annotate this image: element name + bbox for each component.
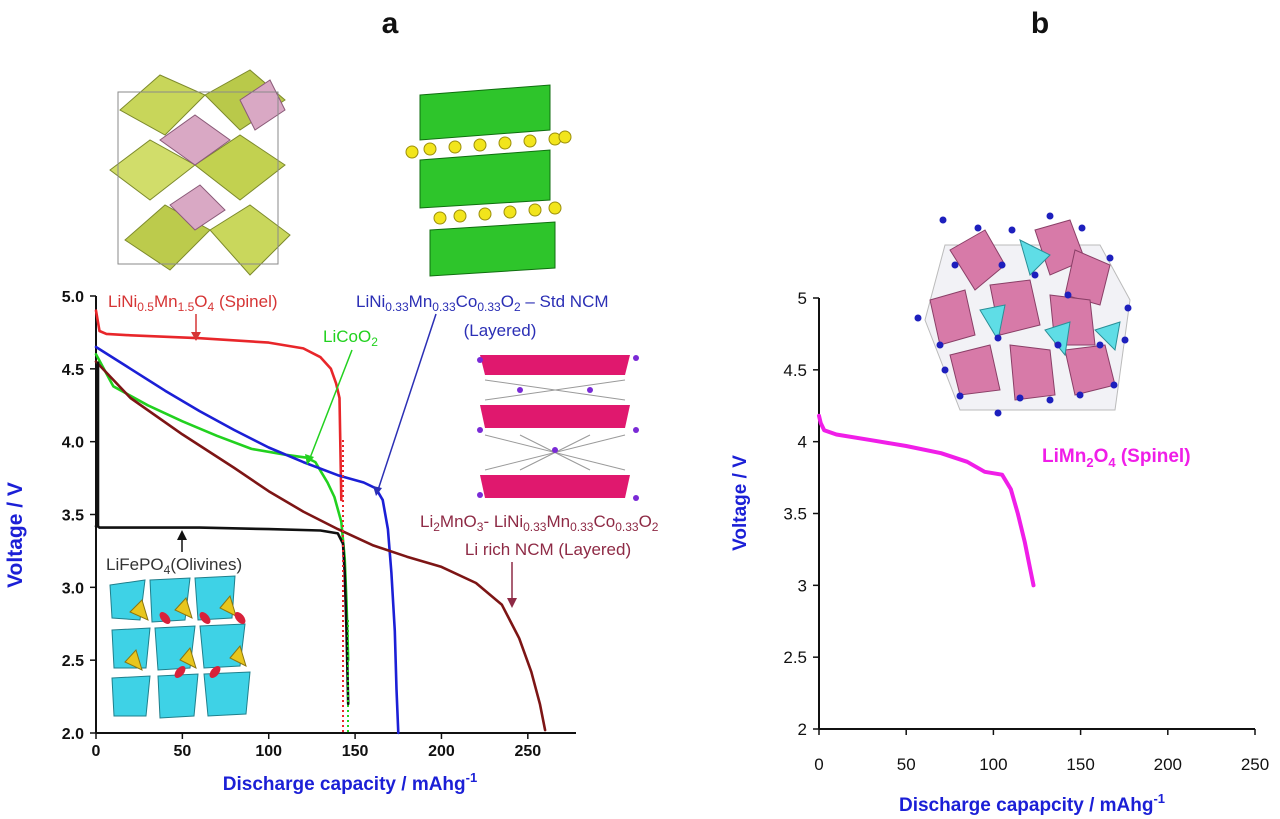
x-tick-label: 250	[1241, 755, 1269, 774]
series-line-lifepo4-olivines	[94, 524, 350, 706]
y-tick-label: 3.5	[783, 505, 807, 524]
spinel-structure-illustration	[103, 64, 295, 286]
y-tick-label: 4.0	[62, 435, 84, 452]
panel-a: a	[4, 7, 659, 795]
x-tick-label: 200	[1154, 755, 1182, 774]
lmo-spinel-structure-illustration	[914, 212, 1132, 417]
y-tick-label: 5	[798, 289, 807, 308]
y-tick-label: 4.5	[62, 362, 84, 379]
x-tick-label: 100	[979, 755, 1007, 774]
x-tick-label: 150	[1066, 755, 1094, 774]
y-tick-label: 4	[798, 433, 807, 452]
x-tick-label: 50	[173, 743, 191, 760]
y-tick-label: 3	[798, 576, 807, 595]
x-axis-title-b: Discharge capapcity / mAhg-1	[899, 791, 1165, 816]
li-rich-ncm-structure-illustration	[475, 350, 639, 501]
y-tick-label: 3.0	[62, 580, 84, 597]
x-tick-label: 0	[92, 743, 101, 760]
y-tick-label: 5.0	[62, 289, 84, 306]
axes-a: 0 50 100 150 200 250 2.0 2.5 3.0 3.5 4.0 4.5 5.0	[62, 289, 576, 760]
x-tick-label: 100	[255, 743, 282, 760]
x-tick-label: 50	[897, 755, 916, 774]
panel-label-b: b	[1031, 7, 1049, 40]
label-spinel: LiNi0.5Mn1.5O4 (Spinel)	[108, 292, 278, 314]
x-tick-label: 200	[428, 743, 455, 760]
label-li-rich-line2: Li rich NCM (Layered)	[465, 540, 631, 559]
label-ncm-line2: (Layered)	[464, 321, 537, 340]
x-tick-label: 150	[342, 743, 369, 760]
x-ticks-a: 0 50 100 150 200 250	[92, 733, 541, 760]
label-li-rich: Li2MnO3- LiNi0.33Mn0.33Co0.33O2	[420, 512, 659, 534]
layered-ncm-structure-illustration	[405, 84, 572, 277]
y-ticks-b: 2 2.5 3 3.5 4 4.5 5	[783, 289, 819, 739]
panel-label-a: a	[382, 7, 399, 40]
y-tick-label: 2.5	[62, 653, 84, 670]
olivine-structure-illustration	[108, 575, 260, 720]
y-tick-label: 2	[798, 720, 807, 739]
series-line-li2mno3-lini0-33mn0-33co0-33o2-li-rich-ncm-layered	[94, 360, 547, 732]
series-line-lini0-5mn1-5o4-spinel	[94, 309, 343, 502]
panel-b: b	[730, 7, 1269, 816]
arrow-lco	[309, 349, 353, 459]
y-ticks-a: 2.0 2.5 3.0 3.5 4.0 4.5 5.0	[62, 289, 96, 743]
y-tick-label: 3.5	[62, 508, 84, 525]
x-axis-title-a: Discharge capacity / mAhg-1	[223, 770, 477, 795]
x-tick-label: 250	[514, 743, 541, 760]
label-lfp: LiFePO4(Olivines)	[106, 555, 242, 577]
series-line-limn2o4-spinel	[817, 413, 1036, 588]
y-tick-label: 4.5	[783, 361, 807, 380]
dotted-guides-a	[342, 440, 349, 733]
axes-b: 0 50 100 150 200 250 2 2.5 3 3.5 4 4.5 5	[783, 289, 1269, 774]
y-tick-label: 2.5	[783, 648, 807, 667]
y-axis-title-b: Voltage / V	[730, 455, 751, 551]
x-ticks-b: 0 50 100 150 200 250	[814, 729, 1269, 774]
x-tick-label: 0	[814, 755, 823, 774]
y-axis-title-a: Voltage / V	[4, 482, 27, 588]
y-tick-label: 2.0	[62, 726, 84, 743]
label-lco: LiCoO2	[323, 327, 378, 349]
series-line-lini0-33mn0-33co0-33o2-std-ncm-layered	[94, 345, 400, 735]
arrow-ncm	[377, 313, 437, 491]
label-ncm: LiNi0.33Mn0.33Co0.33O2 – Std NCM	[356, 292, 609, 314]
curves-b	[817, 413, 1036, 588]
label-lmo: LiMn2O4 (Spinel)	[1042, 446, 1191, 470]
